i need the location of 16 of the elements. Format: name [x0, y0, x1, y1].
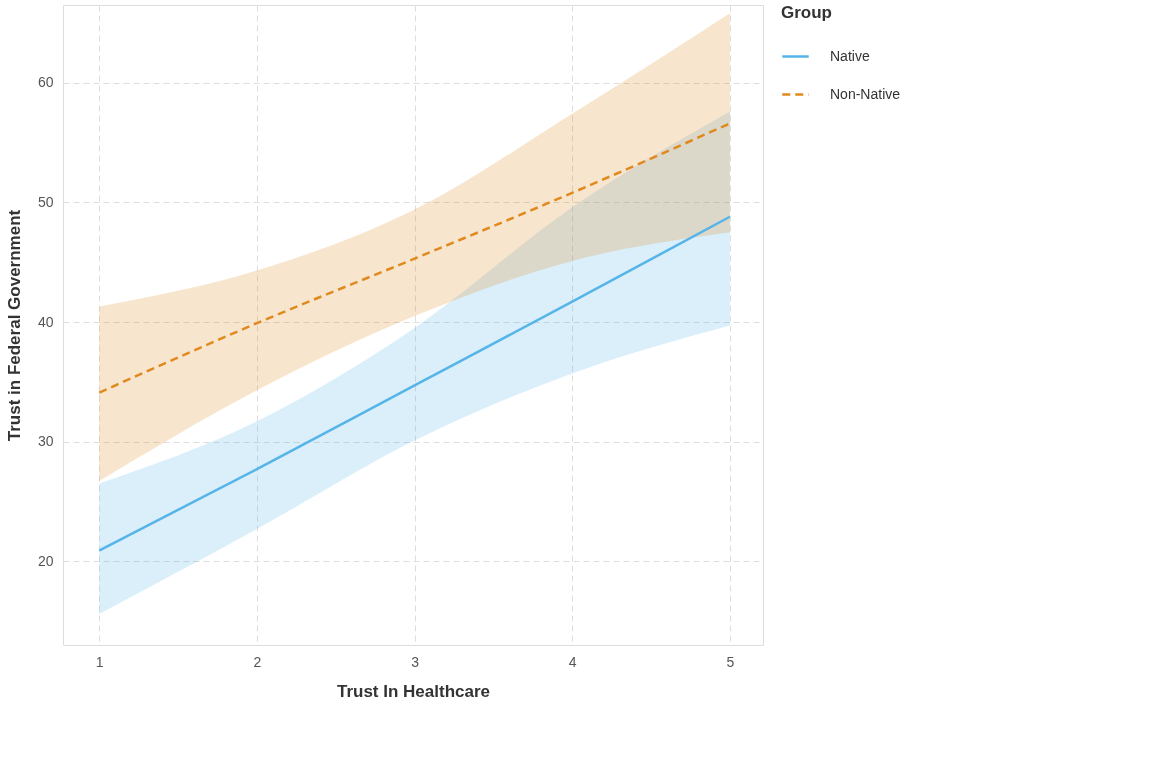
line-series	[98, 215, 732, 552]
x-tick-label: 1	[95, 653, 104, 670]
x-tick-label: 4	[568, 653, 577, 670]
y-tick-label: 20	[37, 552, 54, 569]
legend-title: Group	[781, 3, 832, 22]
x-tick-label: 2	[253, 653, 262, 670]
y-axis-title: Trust in Federal Government	[4, 209, 24, 442]
x-axis-title: Trust In Healthcare	[336, 681, 491, 701]
legend-label: Non-Native	[830, 85, 901, 102]
y-tick-label: 30	[37, 433, 54, 450]
legend-label: Native	[830, 47, 870, 64]
y-tick-label: 50	[37, 193, 54, 210]
x-tick-label: 5	[726, 653, 735, 670]
y-tick-label: 60	[37, 74, 54, 91]
y-tick-label: 40	[37, 313, 54, 330]
x-tick-label: 3	[411, 653, 420, 670]
